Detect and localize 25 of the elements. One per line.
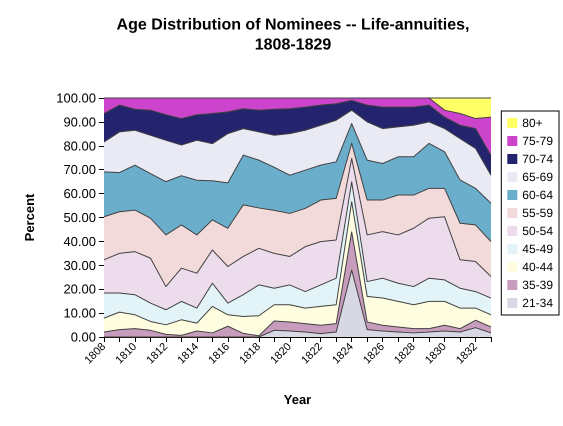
- y-tick-label: 10.00: [63, 306, 96, 321]
- y-tick-label: 30.00: [63, 258, 96, 273]
- legend-label: 35-39: [522, 278, 554, 292]
- y-tick-label: 70.00: [63, 162, 96, 178]
- legend-label: 60-64: [522, 188, 554, 202]
- legend-label: 80+: [522, 116, 543, 130]
- chart-title: Age Distribution of Nominees -- Life-annuities, 1808-1829: [116, 16, 470, 54]
- legend-label: 65-69: [522, 170, 554, 184]
- legend-label: 45-49: [522, 242, 554, 256]
- legend-label: 21-34: [522, 296, 554, 310]
- y-tick-label: 90.00: [63, 114, 96, 130]
- legend-label: 50-54: [522, 224, 554, 238]
- legend-label: 40-44: [522, 260, 554, 274]
- y-axis-title: Percent: [22, 192, 37, 242]
- x-axis-title: Year: [284, 392, 312, 407]
- y-tick-label: 50.00: [63, 210, 96, 225]
- legend-label: 75-79: [522, 134, 554, 148]
- y-tick-label: 80.00: [63, 138, 96, 154]
- y-tick-label: 100.00: [56, 90, 96, 106]
- legend-label: 70-74: [522, 152, 554, 166]
- y-tick-label: 60.00: [63, 186, 96, 202]
- y-tick-label: 0.00: [70, 330, 96, 344]
- y-tick-label: 40.00: [63, 234, 96, 249]
- y-tick-label: 20.00: [63, 282, 96, 297]
- legend-label: 55-59: [522, 206, 554, 220]
